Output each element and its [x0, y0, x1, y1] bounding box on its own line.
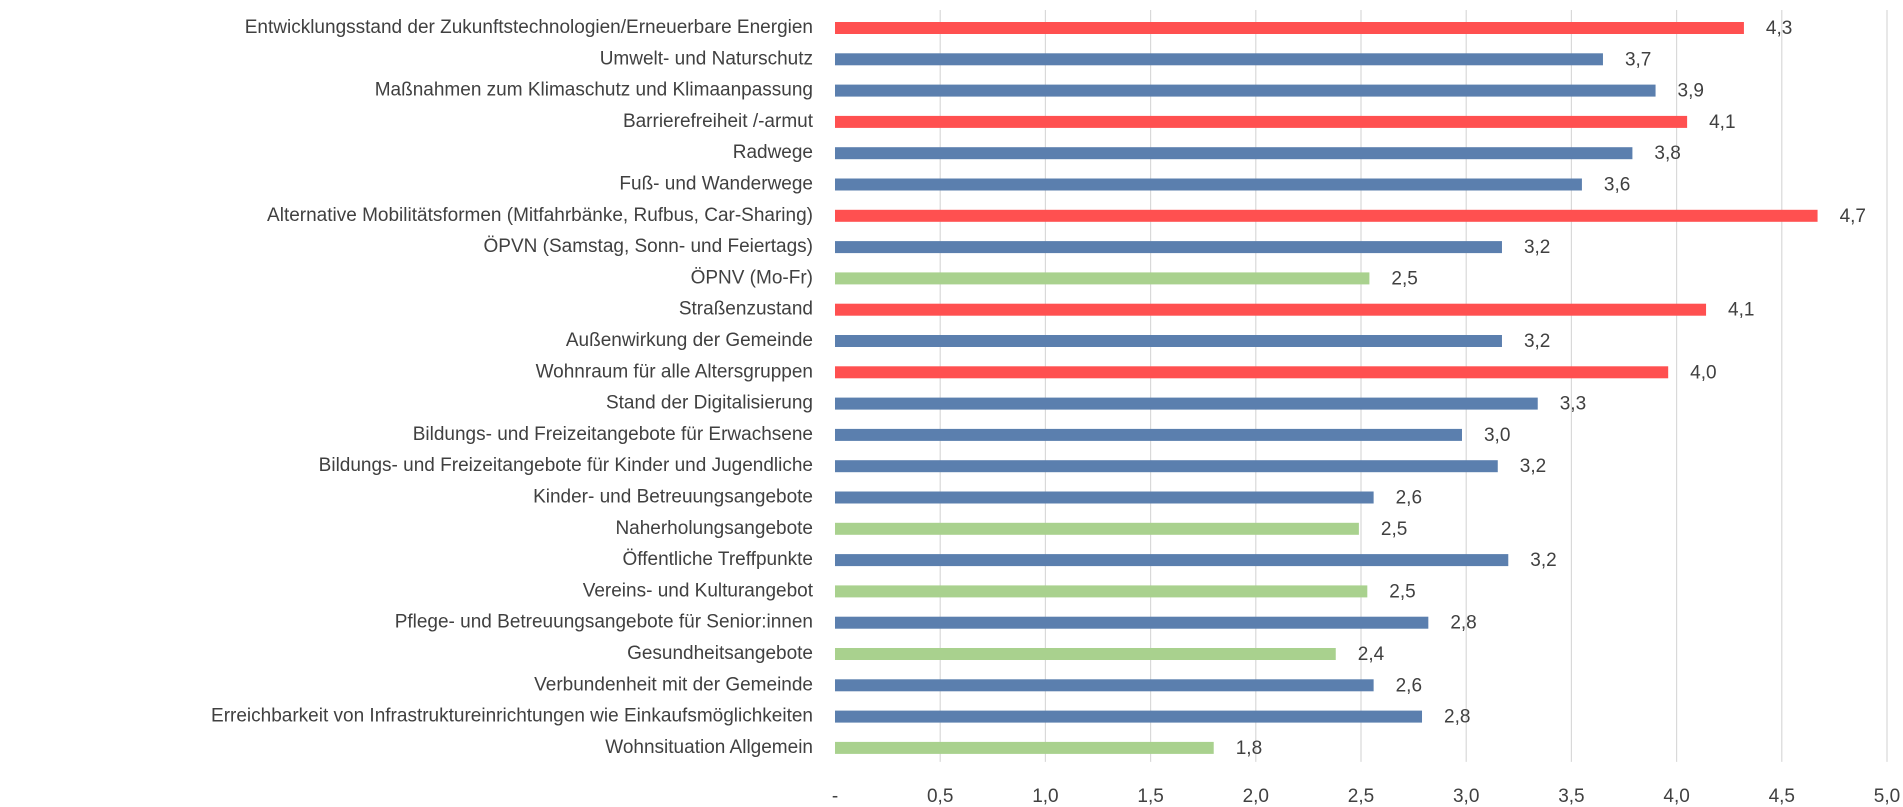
- value-label: 3,2: [1524, 331, 1550, 352]
- bar: [835, 115, 1688, 128]
- value-label: 3,2: [1530, 550, 1556, 571]
- value-label: 3,3: [1560, 394, 1586, 415]
- category-label: Barrierefreiheit /-armut: [623, 111, 814, 132]
- category-label: Maßnahmen zum Klimaschutz und Klimaanpas…: [375, 80, 813, 101]
- value-label: 3,8: [1654, 143, 1680, 164]
- x-tick-label: 5,0: [1874, 786, 1900, 807]
- category-label: Verbundenheit mit der Gemeinde: [534, 674, 813, 695]
- value-label: 2,6: [1396, 675, 1422, 696]
- bar: [835, 272, 1370, 285]
- category-label: Wohnsituation Allgemein: [605, 737, 813, 758]
- bar: [835, 648, 1336, 660]
- value-label: 4,0: [1690, 362, 1716, 383]
- value-label: 3,9: [1678, 81, 1704, 102]
- x-tick-label: 4,0: [1663, 786, 1689, 807]
- category-label: Entwicklungsstand der Zukunftstechnologi…: [245, 17, 813, 38]
- value-label: 2,8: [1444, 707, 1470, 728]
- bar: [835, 460, 1498, 473]
- bar: [835, 616, 1429, 629]
- x-tick-label: 2,0: [1243, 786, 1269, 807]
- value-label: 2,6: [1396, 488, 1422, 509]
- bar: [835, 522, 1359, 535]
- category-label: Öffentliche Treffpunkte: [623, 549, 813, 570]
- bar: [835, 84, 1656, 97]
- value-label: 3,2: [1524, 237, 1550, 258]
- x-tick-label: -: [832, 786, 838, 807]
- bar: [835, 335, 1502, 347]
- x-tick-label: 3,0: [1453, 786, 1479, 807]
- category-label: Kinder- und Betreuungsangebote: [533, 487, 813, 508]
- value-label: 4,1: [1709, 112, 1735, 133]
- category-label: ÖPNV (Mo-Fr): [691, 267, 813, 288]
- bar: [835, 428, 1462, 441]
- bar: [835, 53, 1603, 66]
- bar: [835, 679, 1374, 692]
- category-label: Pflege- und Betreuungsangebote für Senio…: [395, 612, 813, 633]
- value-label: 2,4: [1358, 644, 1385, 665]
- x-tick-label: 1,5: [1137, 786, 1163, 807]
- bar: [835, 147, 1633, 160]
- category-label: Wohnraum für alle Altersgruppen: [536, 361, 813, 382]
- bar: [835, 491, 1374, 504]
- value-label: 4,3: [1766, 18, 1792, 39]
- value-label: 3,2: [1520, 456, 1546, 477]
- x-tick-label: 2,5: [1348, 786, 1374, 807]
- category-label: ÖPVN (Samstag, Sonn- und Feiertags): [484, 236, 813, 257]
- bar: [835, 554, 1509, 567]
- category-label: Stand der Digitalisierung: [606, 393, 813, 414]
- value-label: 3,0: [1484, 425, 1510, 446]
- bar: [835, 741, 1214, 754]
- value-label: 4,1: [1728, 300, 1754, 321]
- category-label: Alternative Mobilitätsformen (Mitfahrbän…: [267, 205, 813, 226]
- category-label: Umwelt- und Naturschutz: [600, 48, 813, 69]
- x-tick-label: 3,5: [1558, 786, 1584, 807]
- category-label: Erreichbarkeit von Infrastruktureinricht…: [211, 706, 813, 727]
- bar: [835, 303, 1707, 316]
- value-label: 2,5: [1391, 268, 1417, 289]
- x-tick-label: 0,5: [927, 786, 953, 807]
- bar: [835, 22, 1744, 34]
- value-label: 2,5: [1381, 519, 1407, 540]
- bar: [835, 585, 1368, 598]
- category-label: Gesundheitsangebote: [627, 643, 813, 664]
- value-label: 2,8: [1450, 613, 1476, 634]
- category-label: Bildungs- und Freizeitangebote für Kinde…: [319, 455, 813, 476]
- bar: [835, 178, 1582, 191]
- bar: [835, 710, 1423, 723]
- value-label: 1,8: [1236, 738, 1262, 759]
- category-label: Außenwirkung der Gemeinde: [566, 330, 813, 351]
- bar: [835, 209, 1818, 222]
- category-label: Vereins- und Kulturangebot: [583, 580, 814, 601]
- category-label: Radwege: [733, 142, 813, 163]
- bar: [835, 366, 1669, 379]
- bar: [835, 241, 1502, 254]
- value-label: 3,7: [1625, 49, 1651, 70]
- value-label: 4,7: [1840, 206, 1866, 227]
- x-tick-label: 1,0: [1032, 786, 1058, 807]
- value-label: 2,5: [1389, 581, 1415, 602]
- bar: [835, 397, 1538, 410]
- x-tick-label: 4,5: [1769, 786, 1795, 807]
- category-label: Fuß- und Wanderwege: [619, 174, 813, 195]
- category-label: Straßenzustand: [679, 299, 813, 320]
- category-label: Naherholungsangebote: [615, 518, 813, 539]
- value-label: 3,6: [1604, 175, 1630, 196]
- category-label: Bildungs- und Freizeitangebote für Erwac…: [413, 424, 813, 445]
